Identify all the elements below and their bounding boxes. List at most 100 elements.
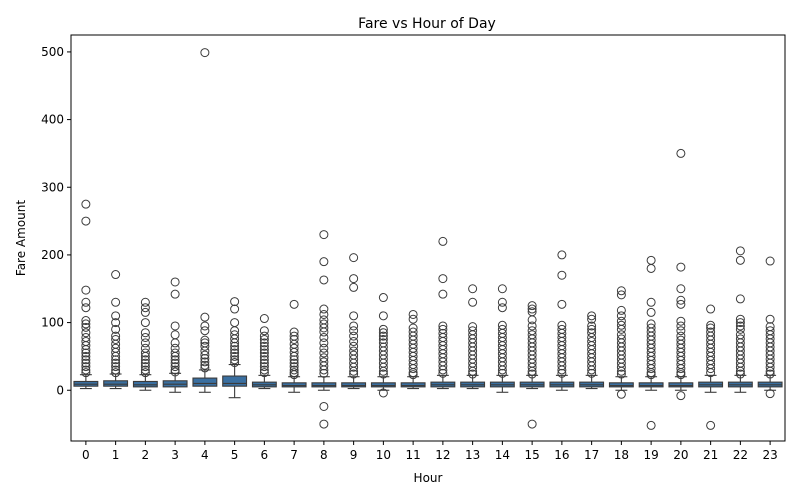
outlier-point (319, 257, 329, 267)
outlier-point (170, 351, 180, 361)
outlier-point (378, 328, 388, 338)
box-hour-21 (698, 304, 724, 430)
outlier-point (319, 368, 329, 378)
outlier-point (259, 331, 269, 341)
outlier-point (676, 284, 686, 294)
y-axis-title: Fare Amount (14, 200, 28, 276)
outlier-point (468, 366, 478, 376)
outlier-point (497, 361, 507, 371)
outlier-point (140, 358, 150, 368)
x-tick-label: 8 (320, 448, 328, 462)
outlier-point (557, 299, 567, 309)
x-tick-label: 15 (524, 448, 539, 462)
x-tick-label: 21 (703, 448, 718, 462)
outlier-point (81, 216, 91, 226)
outlier-point (140, 368, 150, 378)
y-tick-label: 400 (41, 113, 64, 127)
outlier-point (230, 297, 240, 307)
outlier-point (200, 48, 210, 58)
box-iqr (638, 382, 664, 388)
outlier-point (349, 369, 359, 379)
outlier-point (438, 321, 448, 331)
box-iqr (222, 375, 248, 387)
box-iqr (608, 382, 634, 388)
outlier-point (378, 369, 388, 379)
outlier-point (349, 274, 359, 284)
box-hour-12 (430, 236, 456, 390)
outlier-point (378, 324, 388, 334)
outlier-point (200, 335, 210, 345)
y-tick-label: 300 (41, 180, 64, 194)
outlier-point (289, 370, 299, 380)
outlier-point (527, 419, 537, 429)
outlier-point (706, 320, 716, 330)
outlier-point (170, 358, 180, 368)
box-hour-10 (370, 293, 396, 398)
outlier-point (706, 304, 716, 314)
box-hour-6 (251, 314, 277, 390)
box-iqr (192, 377, 218, 387)
outlier-point (111, 347, 121, 357)
outlier-point (587, 368, 597, 378)
outlier-point (81, 351, 91, 361)
x-tick-label: 0 (82, 448, 90, 462)
outlier-point (200, 326, 210, 336)
outlier-point (259, 314, 269, 324)
outlier-point (646, 370, 656, 380)
outlier-point (81, 319, 91, 329)
outlier-point (527, 301, 537, 311)
outlier-point (111, 297, 121, 307)
outlier-point (230, 338, 240, 348)
outlier-point (111, 318, 121, 328)
outlier-point (170, 321, 180, 331)
outlier-point (706, 420, 716, 430)
outlier-point (735, 255, 745, 265)
outlier-point (676, 326, 686, 336)
outlier-point (289, 355, 299, 365)
outlier-point (527, 315, 537, 325)
box-hour-3 (162, 277, 188, 393)
outlier-point (349, 326, 359, 336)
box-hour-15 (519, 301, 545, 429)
outlier-point (438, 368, 448, 378)
outlier-point (468, 362, 478, 372)
box-hour-5 (222, 297, 248, 399)
outlier-point (170, 277, 180, 287)
outlier-point (81, 365, 91, 375)
outlier-point (527, 321, 537, 331)
outlier-point (735, 324, 745, 334)
outlier-point (349, 311, 359, 321)
outlier-point (676, 391, 686, 401)
outlier-point (319, 401, 329, 411)
outlier-point (349, 321, 359, 331)
box-iqr (668, 382, 694, 388)
y-tick-label: 500 (41, 45, 64, 59)
box-hour-14 (489, 284, 515, 393)
outlier-point (616, 311, 626, 321)
outlier-point (765, 389, 775, 399)
outlier-point (140, 355, 150, 365)
outlier-point (259, 358, 269, 368)
outlier-point (616, 366, 626, 376)
outlier-point (81, 316, 91, 326)
outlier-point (319, 309, 329, 319)
outlier-point (527, 304, 537, 314)
outlier-point (319, 343, 329, 353)
chart-title: Fare vs Hour of Day (358, 16, 496, 32)
outlier-point (616, 362, 626, 372)
outlier-point (676, 321, 686, 331)
outlier-point (408, 314, 418, 324)
outlier-point (438, 289, 448, 299)
outlier-point (616, 290, 626, 300)
outlier-point (200, 350, 210, 360)
outlier-point (378, 362, 388, 372)
outlier-point (259, 348, 269, 358)
outlier-point (81, 199, 91, 209)
x-tick-label: 17 (584, 448, 599, 462)
outlier-point (765, 369, 775, 379)
box-hour-20 (668, 148, 694, 401)
x-tick-label: 6 (261, 448, 269, 462)
box-hour-22 (727, 246, 753, 393)
outlier-point (765, 314, 775, 324)
outlier-point (111, 324, 121, 334)
